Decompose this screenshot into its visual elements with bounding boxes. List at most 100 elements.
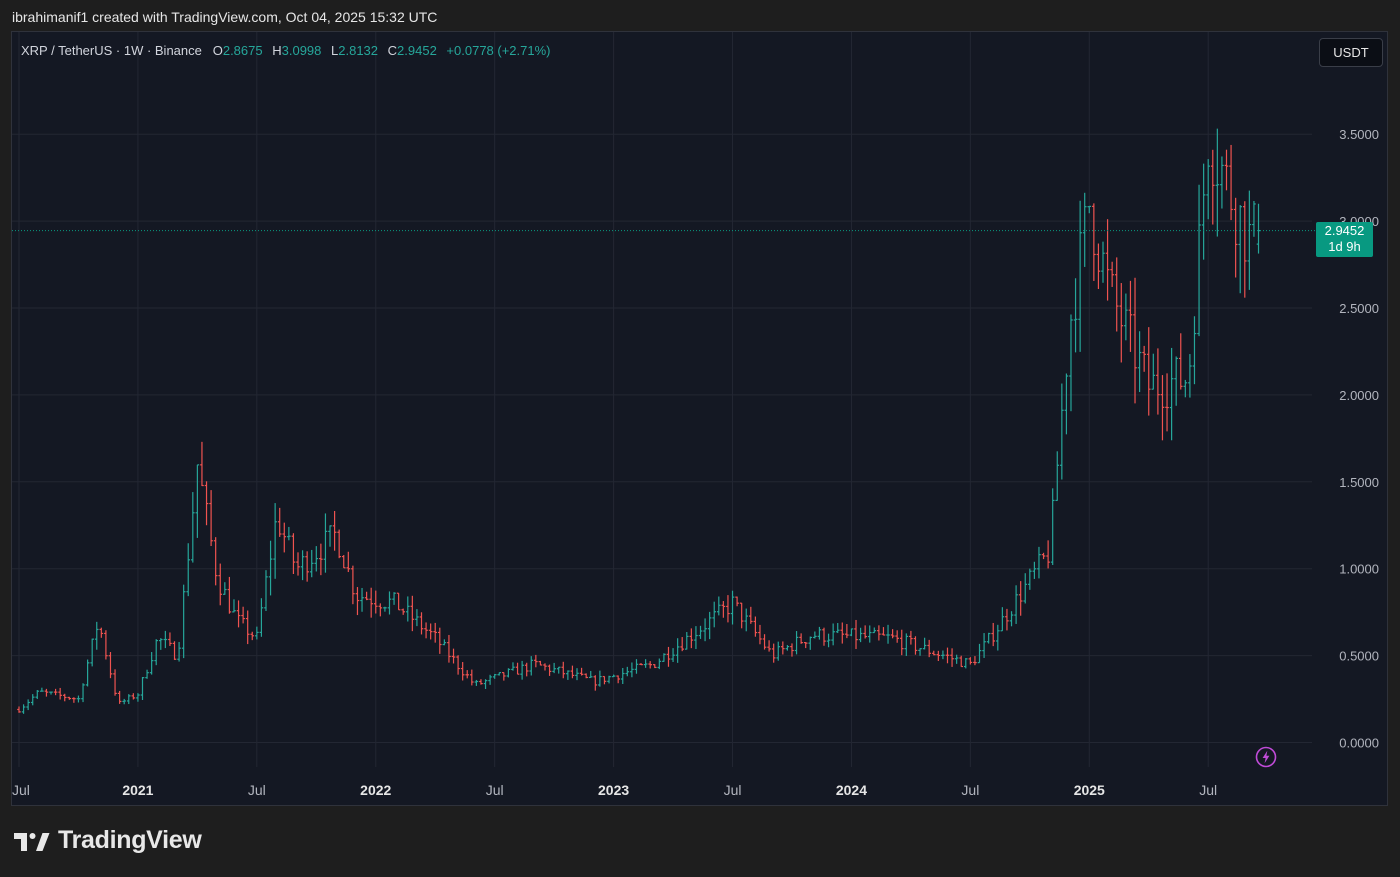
symbol-legend: XRP / TetherUS · 1W · Binance O2.8675 H3… <box>21 43 557 58</box>
ohlc-bar <box>675 638 680 663</box>
ohlc-bar <box>982 633 986 658</box>
x-tick-label: 2025 <box>1074 782 1105 798</box>
ohlc-bar <box>1174 356 1178 406</box>
ohlc-bar <box>332 511 337 551</box>
ohlc-bar <box>899 629 904 656</box>
ohlc-bar <box>85 659 90 687</box>
ohlc-bar <box>771 643 776 663</box>
ohlc-bar <box>1055 451 1060 502</box>
ohlc-bar <box>963 657 968 669</box>
ohlc-bar <box>547 664 552 676</box>
ohlc-bar <box>657 658 662 670</box>
ohlc-bar <box>1133 277 1137 404</box>
ohlc-bar <box>117 690 122 704</box>
ohlc-bar <box>392 592 396 605</box>
ohlc-bar <box>886 624 890 644</box>
ohlc-bar <box>273 503 277 579</box>
ohlc-bar <box>1242 201 1247 298</box>
ohlc-bar <box>309 549 314 578</box>
ohlc-bar <box>996 624 1000 651</box>
ohlc-bar <box>492 673 497 679</box>
ohlc-bar <box>163 630 168 649</box>
ohlc-bar <box>1023 573 1028 604</box>
ohlc-bar <box>1092 203 1096 281</box>
symbol-label: XRP / TetherUS · 1W · Binance <box>21 43 202 58</box>
ohlc-bar <box>1220 156 1224 209</box>
y-tick-label: 2.0000 <box>1339 388 1379 403</box>
ohlc-bar <box>767 640 771 652</box>
ohlc-bar <box>872 627 877 634</box>
ohlc-bar <box>364 591 369 601</box>
y-tick-label: 1.5000 <box>1339 475 1379 490</box>
y-tick-label: 0.5000 <box>1339 649 1379 664</box>
ohlc-bar <box>716 596 721 616</box>
ohlc-bar <box>181 584 186 659</box>
ohlc-bar <box>223 582 227 595</box>
ohlc-bar <box>835 623 840 634</box>
ohlc-bar <box>1041 552 1046 560</box>
ohlc-bar <box>268 540 273 596</box>
ohlc-bar <box>122 698 126 705</box>
x-tick-label: Jul <box>12 782 30 798</box>
ohlc-bar <box>762 634 767 650</box>
ohlc-bar <box>1064 373 1069 435</box>
ohlc-bar <box>602 675 607 685</box>
ohlc-bar <box>945 647 950 664</box>
ohlc-bar <box>44 688 49 697</box>
ohlc-bar <box>1005 608 1009 631</box>
price-chart[interactable]: 3.50003.00002.50002.00001.50001.00000.50… <box>12 32 1389 807</box>
ohlc-bar <box>1247 190 1252 290</box>
ohlc-bar <box>227 576 232 614</box>
ohlc-bar <box>1000 607 1005 632</box>
ohlc-bar <box>730 590 735 625</box>
ohlc-bar <box>1197 184 1201 337</box>
ohlc-bar <box>735 596 739 607</box>
ohlc-bar <box>1096 243 1101 289</box>
x-tick-label: Jul <box>1199 782 1217 798</box>
ohlc-bar <box>241 606 245 624</box>
ohlc-bar <box>790 643 794 657</box>
ohlc-bar <box>213 537 218 586</box>
ohlc-bar <box>58 687 62 700</box>
ohlc-bar <box>1238 205 1243 294</box>
ohlc-bar <box>707 611 712 640</box>
ohlc-bar <box>616 675 620 684</box>
x-tick-label: Jul <box>248 782 266 798</box>
ohlc-bar <box>351 565 355 605</box>
currency-selector[interactable]: USDT <box>1319 38 1383 67</box>
ohlc-bar <box>931 650 936 656</box>
ohlc-bar <box>593 675 598 691</box>
ohlc-bar <box>387 591 392 615</box>
ohlc-bar <box>1201 163 1206 260</box>
ohlc-bar <box>684 632 689 650</box>
ohlc-bar <box>867 625 872 643</box>
lightning-icon[interactable] <box>1255 746 1277 768</box>
ohlc-bar <box>1160 375 1165 441</box>
ohlc-bar <box>694 626 698 650</box>
low-label: L <box>331 43 339 58</box>
ohlc-bar <box>277 507 282 537</box>
ohlc-bar <box>232 599 236 613</box>
ohlc-bar <box>35 690 40 699</box>
ohlc-bar <box>200 441 204 487</box>
ohlc-bar <box>81 683 85 703</box>
ohlc-bar <box>625 666 630 677</box>
ohlc-bar <box>451 648 456 664</box>
ohlc-bar <box>483 679 488 690</box>
ohlc-bar <box>1009 611 1014 627</box>
ohlc-bar <box>744 608 749 632</box>
ohlc-bar <box>858 627 863 643</box>
ohlc-bar <box>639 663 643 666</box>
ohlc-bar <box>140 676 145 701</box>
ohlc-bar <box>287 526 291 541</box>
ohlc-bar <box>634 659 639 674</box>
ohlc-bar <box>799 633 803 644</box>
ohlc-bar <box>671 648 675 662</box>
ohlc-bar <box>341 555 346 569</box>
ohlc-bar <box>909 630 913 645</box>
ohlc-bar <box>186 543 191 597</box>
chart-panel[interactable]: 3.50003.00002.50002.00001.50001.00000.50… <box>11 31 1388 806</box>
ohlc-bar <box>1169 347 1174 441</box>
ohlc-bar <box>826 633 831 648</box>
ohlc-bar <box>204 481 209 526</box>
